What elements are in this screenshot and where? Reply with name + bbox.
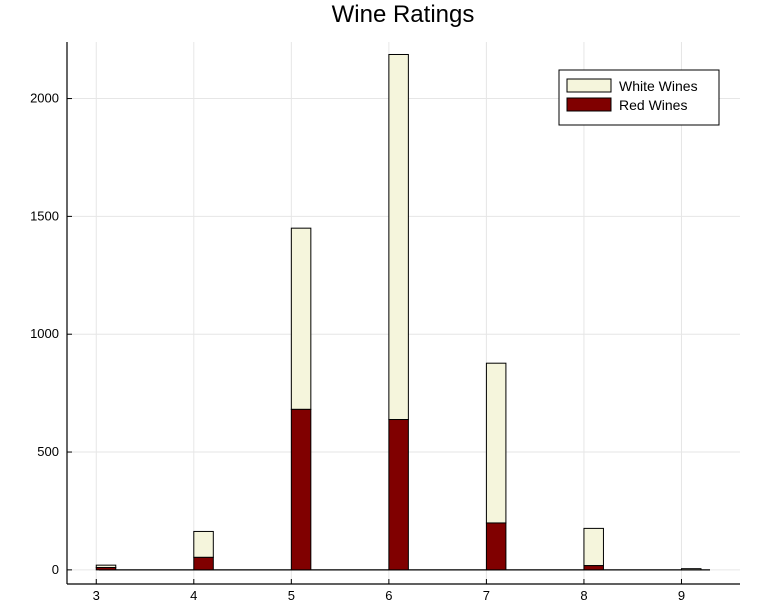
bar-white-wines	[583, 527, 604, 567]
bar-white-wines	[680, 568, 702, 571]
bar-red-wines	[290, 408, 312, 571]
legend-swatch-white-wines	[566, 78, 612, 93]
chart-title: Wine Ratings	[332, 1, 475, 28]
y-tick-label: 0	[52, 562, 59, 577]
x-tick-label: 3	[93, 588, 100, 603]
bar-red-wines	[193, 556, 214, 571]
y-tick-label: 1000	[30, 326, 59, 341]
bar-red-wines	[388, 419, 409, 571]
y-tick-label: 2000	[30, 91, 59, 106]
y-tick-label: 500	[37, 444, 59, 459]
x-tick-label: 6	[385, 588, 392, 603]
bars	[95, 53, 710, 571]
bar-red-wines	[95, 567, 117, 571]
x-tick-label: 9	[678, 588, 685, 603]
x-tick-label: 4	[190, 588, 197, 603]
axes	[66, 42, 740, 585]
x-tick-label: 7	[483, 588, 490, 603]
bar-white-wines	[388, 53, 409, 421]
x-tick-label: 5	[288, 588, 295, 603]
y-tick-label: 1500	[30, 208, 59, 223]
bar-red-wines	[485, 522, 507, 571]
bar-red-wines	[583, 565, 604, 571]
x-ticks: 3 4 5 6 7 8 9	[93, 579, 685, 603]
x-tick-label: 8	[580, 588, 587, 603]
bar-white-wines	[193, 530, 214, 558]
legend-label-red-wines: Red Wines	[619, 97, 687, 113]
legend: White Wines Red Wines	[558, 69, 720, 126]
y-ticks: 0 500 1000 1500 2000	[30, 91, 72, 577]
legend-swatch-red-wines	[566, 97, 612, 112]
bar-white-wines	[290, 227, 312, 410]
bar-white-wines	[485, 362, 507, 524]
legend-label-white-wines: White Wines	[619, 78, 698, 94]
